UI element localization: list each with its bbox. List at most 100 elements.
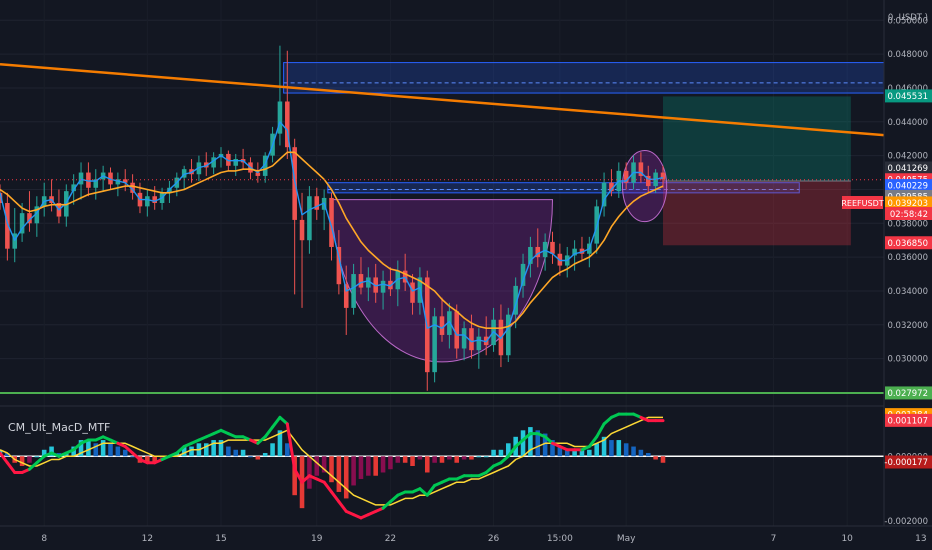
candle-body	[19, 213, 25, 234]
macd-line-segment	[300, 474, 311, 484]
time-tick: 26	[488, 534, 500, 544]
macd-hist-bar	[432, 456, 437, 463]
macd-hist-bar	[19, 456, 25, 466]
candle-body	[115, 179, 121, 185]
price-axis[interactable]: 0. USDT ) 0.050000 0.048000 0.046000 0.0440…	[841, 0, 932, 527]
macd-hist-bar	[307, 456, 312, 489]
macd-hist-bar	[49, 446, 54, 457]
macd-line-segment	[263, 425, 275, 439]
candle-body	[366, 277, 371, 288]
macd-hist-bar	[645, 453, 651, 457]
macd-hist-bar	[34, 456, 40, 458]
candle-body	[520, 263, 526, 286]
symbol-tag-bg	[842, 196, 883, 209]
time-tick: 10	[841, 534, 853, 544]
long-position-tool[interactable]	[663, 96, 851, 246]
macd-hist-bar	[616, 440, 622, 457]
time-axis-background	[0, 526, 932, 550]
price-pane[interactable]	[0, 0, 929, 526]
descending-trendline[interactable]	[0, 63, 929, 140]
macd-hist-bar	[535, 430, 541, 457]
macd-hist-bar	[601, 436, 607, 457]
macd-hist-bar	[314, 456, 320, 476]
price-tick: 0.048000	[887, 50, 928, 60]
price-label: 0.045531	[887, 92, 928, 102]
macd-hist-bar	[86, 440, 91, 457]
price-label: 0.041269	[887, 164, 928, 174]
candle-body	[579, 248, 585, 254]
macd-labels: 0.0012840.001107-0.000177	[884, 408, 932, 469]
cup-shape	[330, 199, 554, 363]
macd-hist-bar	[623, 443, 629, 457]
price-label-bg	[885, 89, 932, 103]
macd-line-segment	[175, 445, 186, 455]
candle-body	[5, 203, 10, 249]
price-label: 0.036850	[887, 239, 928, 249]
macd-hist-bar	[454, 456, 460, 463]
macd-hist-bar	[395, 456, 401, 463]
rectangle-zones[interactable]	[283, 62, 929, 194]
macd-line-segment	[123, 445, 135, 455]
macd-hist-bar	[491, 449, 496, 457]
macd-line-segment	[521, 432, 532, 442]
macd-hist-bar	[638, 449, 644, 457]
candle-body	[336, 246, 342, 285]
candle-body	[402, 270, 408, 283]
macd-hist-bar	[631, 446, 636, 457]
candle-body	[255, 172, 261, 176]
time-tick: 13	[915, 534, 926, 544]
moving-averages	[0, 121, 664, 343]
macd-hist-bar	[550, 440, 555, 457]
candle-body	[203, 162, 209, 168]
candle-body	[277, 101, 283, 134]
candle-body	[410, 282, 415, 303]
candle-body	[358, 274, 364, 288]
macd-line-segment	[5, 461, 17, 474]
macd-hist-bar	[248, 456, 253, 458]
macd-hist-bar	[424, 456, 430, 473]
macd-hist-bar	[461, 456, 467, 460]
macd-pane[interactable]: CM_Ult_MacD_MTF	[0, 412, 884, 520]
candle-body	[351, 274, 356, 308]
candle-body	[623, 170, 629, 183]
time-tick: 12	[142, 534, 153, 544]
handle-shape	[621, 150, 668, 223]
macd-hist-bar	[373, 456, 378, 476]
candle-body	[380, 280, 386, 293]
macd-line-segment	[322, 480, 333, 494]
macd-hist-bar	[469, 456, 474, 460]
macd-hist-bar	[388, 456, 393, 470]
candle-body	[314, 196, 320, 210]
candle-body	[373, 277, 378, 293]
currency-label[interactable]: 0. USDT )	[888, 13, 928, 23]
price-label-bg	[885, 161, 932, 175]
macd-hist-bar	[255, 456, 261, 460]
price-tick: 0.032000	[887, 321, 928, 331]
indicator-name[interactable]: CM_Ult_MacD_MTF	[8, 421, 110, 434]
macd-line-segment	[293, 467, 304, 484]
candle-body	[542, 241, 548, 258]
macd-line-segment	[330, 490, 341, 504]
candle-body	[476, 336, 482, 351]
macd-hist-bar	[564, 449, 570, 457]
macd-hist-bar	[528, 427, 533, 457]
macd-hist-bar	[417, 456, 423, 460]
macd-hist-bar	[152, 456, 157, 463]
macd-line-segment	[271, 415, 282, 429]
macd-hist-bar	[130, 456, 135, 458]
macd-label-bg	[885, 413, 932, 427]
time-axis[interactable]: 8 12 15 19 22 26 15:00 May 7 10 13	[0, 525, 932, 550]
macd-hist-bar	[609, 440, 614, 457]
price-label: 0.039203	[887, 199, 928, 209]
price-label: 0.027972	[887, 389, 928, 399]
macd-hist-bar	[402, 456, 408, 463]
candle-body	[454, 311, 460, 349]
macd-tick: -0.002000	[884, 517, 928, 527]
macd-hist-bar	[594, 443, 599, 457]
price-label-bg	[885, 179, 932, 193]
macd-hist-bar	[557, 446, 563, 457]
macd-line-segment	[595, 422, 606, 439]
macd-hist-bar	[203, 443, 209, 457]
macd-line-segment	[418, 487, 429, 497]
